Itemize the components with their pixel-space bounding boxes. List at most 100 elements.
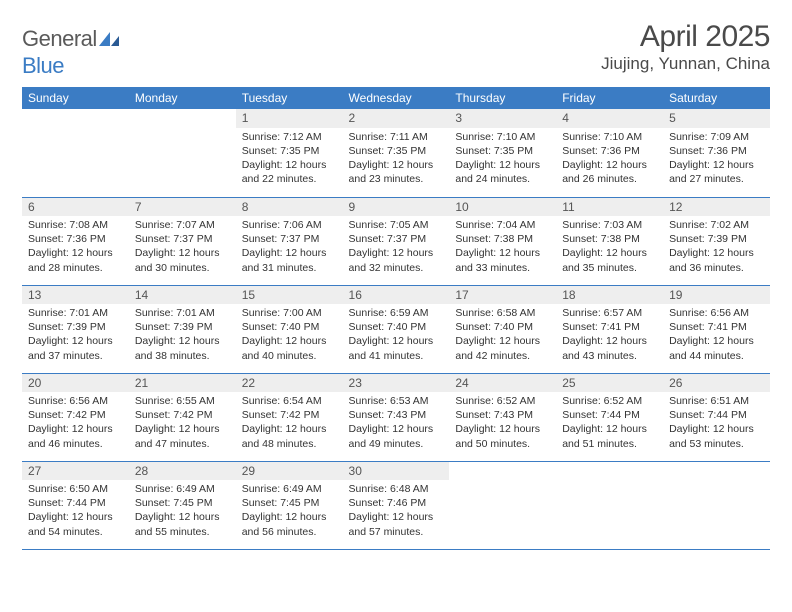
day-details: Sunrise: 6:52 AMSunset: 7:43 PMDaylight:… xyxy=(449,392,556,455)
day-details: Sunrise: 6:56 AMSunset: 7:42 PMDaylight:… xyxy=(22,392,129,455)
weekday-header: Friday xyxy=(556,87,663,109)
calendar-cell: 12Sunrise: 7:02 AMSunset: 7:39 PMDayligh… xyxy=(663,197,770,285)
day-number: 19 xyxy=(663,286,770,304)
day-number: 15 xyxy=(236,286,343,304)
day-number: 18 xyxy=(556,286,663,304)
day-number: 13 xyxy=(22,286,129,304)
day-details: Sunrise: 7:01 AMSunset: 7:39 PMDaylight:… xyxy=(22,304,129,367)
calendar-week-row: 6Sunrise: 7:08 AMSunset: 7:36 PMDaylight… xyxy=(22,197,770,285)
day-number: 23 xyxy=(343,374,450,392)
day-details: Sunrise: 6:51 AMSunset: 7:44 PMDaylight:… xyxy=(663,392,770,455)
calendar-cell: 9Sunrise: 7:05 AMSunset: 7:37 PMDaylight… xyxy=(343,197,450,285)
day-details: Sunrise: 7:01 AMSunset: 7:39 PMDaylight:… xyxy=(129,304,236,367)
day-number: 25 xyxy=(556,374,663,392)
calendar-cell xyxy=(556,461,663,549)
calendar-cell: 4Sunrise: 7:10 AMSunset: 7:36 PMDaylight… xyxy=(556,109,663,197)
day-number: 2 xyxy=(343,109,450,127)
logo-part1: General xyxy=(22,26,97,51)
day-details: Sunrise: 7:03 AMSunset: 7:38 PMDaylight:… xyxy=(556,216,663,279)
day-number: 30 xyxy=(343,462,450,480)
day-number: 17 xyxy=(449,286,556,304)
day-number: 8 xyxy=(236,198,343,216)
day-details: Sunrise: 7:04 AMSunset: 7:38 PMDaylight:… xyxy=(449,216,556,279)
day-number: 11 xyxy=(556,198,663,216)
calendar-cell: 24Sunrise: 6:52 AMSunset: 7:43 PMDayligh… xyxy=(449,373,556,461)
day-number: 26 xyxy=(663,374,770,392)
day-number: 24 xyxy=(449,374,556,392)
day-details: Sunrise: 6:59 AMSunset: 7:40 PMDaylight:… xyxy=(343,304,450,367)
calendar-cell: 1Sunrise: 7:12 AMSunset: 7:35 PMDaylight… xyxy=(236,109,343,197)
day-details: Sunrise: 6:56 AMSunset: 7:41 PMDaylight:… xyxy=(663,304,770,367)
calendar-cell xyxy=(663,461,770,549)
calendar-cell: 29Sunrise: 6:49 AMSunset: 7:45 PMDayligh… xyxy=(236,461,343,549)
calendar-cell xyxy=(22,109,129,197)
calendar-week-row: 1Sunrise: 7:12 AMSunset: 7:35 PMDaylight… xyxy=(22,109,770,197)
day-details: Sunrise: 7:09 AMSunset: 7:36 PMDaylight:… xyxy=(663,128,770,191)
day-number: 1 xyxy=(236,109,343,127)
day-details: Sunrise: 6:54 AMSunset: 7:42 PMDaylight:… xyxy=(236,392,343,455)
location: Jiujing, Yunnan, China xyxy=(601,54,770,74)
calendar-cell: 27Sunrise: 6:50 AMSunset: 7:44 PMDayligh… xyxy=(22,461,129,549)
day-details: Sunrise: 7:10 AMSunset: 7:35 PMDaylight:… xyxy=(449,128,556,191)
calendar-cell: 17Sunrise: 6:58 AMSunset: 7:40 PMDayligh… xyxy=(449,285,556,373)
day-number: 14 xyxy=(129,286,236,304)
calendar-cell: 18Sunrise: 6:57 AMSunset: 7:41 PMDayligh… xyxy=(556,285,663,373)
day-number: 29 xyxy=(236,462,343,480)
day-number: 12 xyxy=(663,198,770,216)
weekday-header: Monday xyxy=(129,87,236,109)
day-details: Sunrise: 6:53 AMSunset: 7:43 PMDaylight:… xyxy=(343,392,450,455)
calendar-cell: 28Sunrise: 6:49 AMSunset: 7:45 PMDayligh… xyxy=(129,461,236,549)
day-details: Sunrise: 6:58 AMSunset: 7:40 PMDaylight:… xyxy=(449,304,556,367)
day-number: 22 xyxy=(236,374,343,392)
calendar-cell: 16Sunrise: 6:59 AMSunset: 7:40 PMDayligh… xyxy=(343,285,450,373)
calendar-head: SundayMondayTuesdayWednesdayThursdayFrid… xyxy=(22,87,770,109)
logo-sail-icon xyxy=(99,27,121,53)
weekday-row: SundayMondayTuesdayWednesdayThursdayFrid… xyxy=(22,87,770,109)
day-details: Sunrise: 7:08 AMSunset: 7:36 PMDaylight:… xyxy=(22,216,129,279)
day-details: Sunrise: 7:07 AMSunset: 7:37 PMDaylight:… xyxy=(129,216,236,279)
calendar-cell: 30Sunrise: 6:48 AMSunset: 7:46 PMDayligh… xyxy=(343,461,450,549)
logo: GeneralBlue xyxy=(22,20,121,79)
calendar-cell: 2Sunrise: 7:11 AMSunset: 7:35 PMDaylight… xyxy=(343,109,450,197)
calendar-cell xyxy=(449,461,556,549)
day-details: Sunrise: 7:12 AMSunset: 7:35 PMDaylight:… xyxy=(236,128,343,191)
calendar-cell: 13Sunrise: 7:01 AMSunset: 7:39 PMDayligh… xyxy=(22,285,129,373)
day-details: Sunrise: 6:49 AMSunset: 7:45 PMDaylight:… xyxy=(236,480,343,543)
calendar-cell: 11Sunrise: 7:03 AMSunset: 7:38 PMDayligh… xyxy=(556,197,663,285)
calendar-cell: 23Sunrise: 6:53 AMSunset: 7:43 PMDayligh… xyxy=(343,373,450,461)
day-number: 5 xyxy=(663,109,770,127)
day-details: Sunrise: 6:49 AMSunset: 7:45 PMDaylight:… xyxy=(129,480,236,543)
calendar-cell: 21Sunrise: 6:55 AMSunset: 7:42 PMDayligh… xyxy=(129,373,236,461)
logo-text: GeneralBlue xyxy=(22,26,121,79)
day-number: 10 xyxy=(449,198,556,216)
day-number: 9 xyxy=(343,198,450,216)
day-number: 3 xyxy=(449,109,556,127)
day-details: Sunrise: 6:48 AMSunset: 7:46 PMDaylight:… xyxy=(343,480,450,543)
weekday-header: Wednesday xyxy=(343,87,450,109)
day-details: Sunrise: 7:00 AMSunset: 7:40 PMDaylight:… xyxy=(236,304,343,367)
calendar-cell: 19Sunrise: 6:56 AMSunset: 7:41 PMDayligh… xyxy=(663,285,770,373)
calendar-cell: 6Sunrise: 7:08 AMSunset: 7:36 PMDaylight… xyxy=(22,197,129,285)
calendar-cell xyxy=(129,109,236,197)
day-details: Sunrise: 7:06 AMSunset: 7:37 PMDaylight:… xyxy=(236,216,343,279)
day-details: Sunrise: 7:10 AMSunset: 7:36 PMDaylight:… xyxy=(556,128,663,191)
weekday-header: Saturday xyxy=(663,87,770,109)
calendar-cell: 22Sunrise: 6:54 AMSunset: 7:42 PMDayligh… xyxy=(236,373,343,461)
day-number: 28 xyxy=(129,462,236,480)
day-number: 7 xyxy=(129,198,236,216)
calendar-cell: 26Sunrise: 6:51 AMSunset: 7:44 PMDayligh… xyxy=(663,373,770,461)
weekday-header: Tuesday xyxy=(236,87,343,109)
day-number: 20 xyxy=(22,374,129,392)
day-details: Sunrise: 6:50 AMSunset: 7:44 PMDaylight:… xyxy=(22,480,129,543)
day-number: 4 xyxy=(556,109,663,127)
day-details: Sunrise: 7:05 AMSunset: 7:37 PMDaylight:… xyxy=(343,216,450,279)
weekday-header: Sunday xyxy=(22,87,129,109)
calendar-cell: 3Sunrise: 7:10 AMSunset: 7:35 PMDaylight… xyxy=(449,109,556,197)
calendar-cell: 25Sunrise: 6:52 AMSunset: 7:44 PMDayligh… xyxy=(556,373,663,461)
header: GeneralBlue April 2025 Jiujing, Yunnan, … xyxy=(22,20,770,79)
calendar-week-row: 20Sunrise: 6:56 AMSunset: 7:42 PMDayligh… xyxy=(22,373,770,461)
day-number: 27 xyxy=(22,462,129,480)
day-details: Sunrise: 6:52 AMSunset: 7:44 PMDaylight:… xyxy=(556,392,663,455)
day-number: 6 xyxy=(22,198,129,216)
calendar-cell: 7Sunrise: 7:07 AMSunset: 7:37 PMDaylight… xyxy=(129,197,236,285)
